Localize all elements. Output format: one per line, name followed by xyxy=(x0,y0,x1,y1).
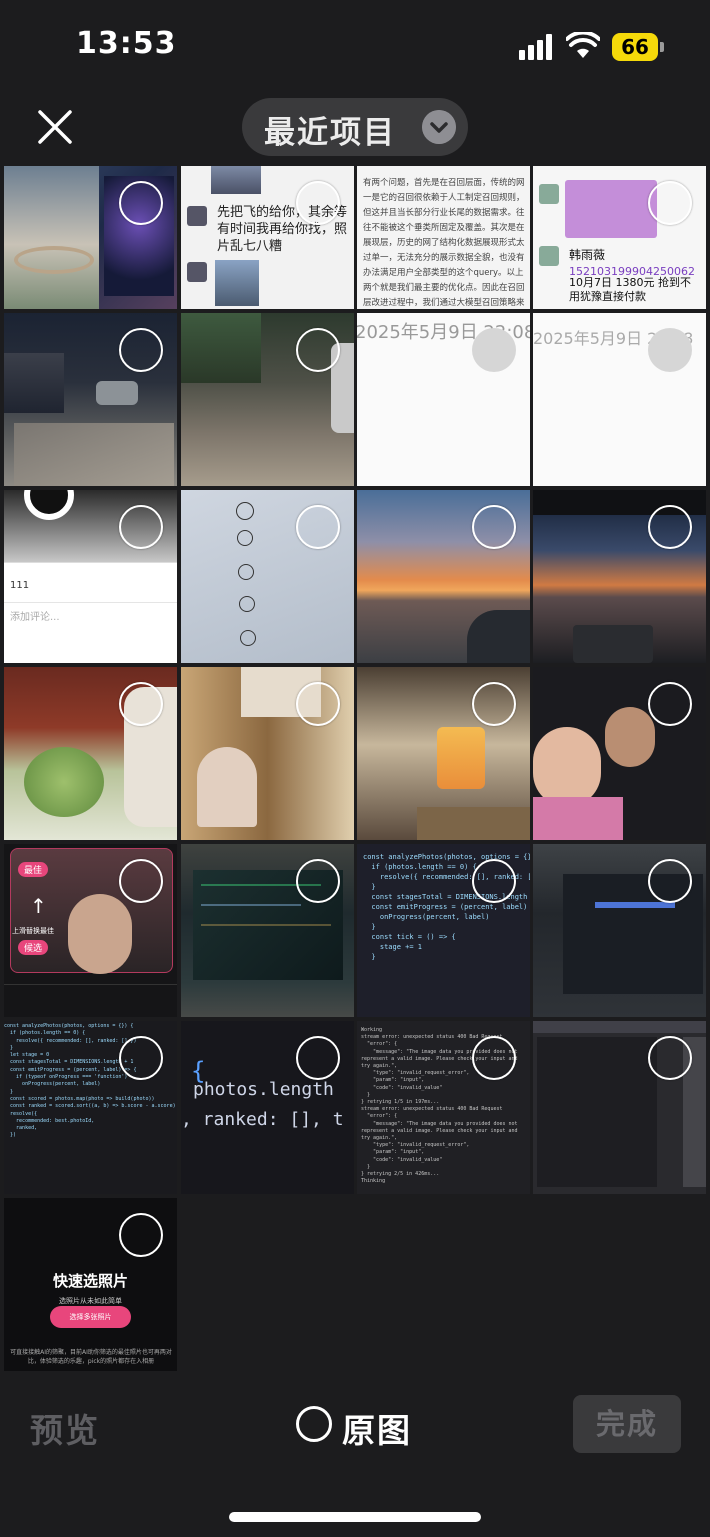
photo-tile[interactable] xyxy=(533,1021,706,1194)
original-label: 原图 xyxy=(342,1411,412,1450)
post-count: 111 xyxy=(10,580,30,591)
select-circle[interactable] xyxy=(119,1213,163,1257)
photo-tile[interactable]: 有两个问题，首先是在召回层面，传统的网一是它的召回很依赖于人工制定召回规则，但这… xyxy=(357,166,530,309)
photo-tile[interactable]: 快速选照片 选照片从未如此简单 选择多张照片 可直接接触AI的筛聚，目前AI助你… xyxy=(4,1198,177,1371)
select-circle[interactable] xyxy=(648,682,692,726)
photo-tile[interactable] xyxy=(181,667,354,840)
code-line-1: photos.length xyxy=(193,1079,334,1100)
select-circle[interactable] xyxy=(119,505,163,549)
contact-number: 152103199904250062 xyxy=(569,265,695,278)
select-circle[interactable] xyxy=(648,859,692,903)
select-circle[interactable] xyxy=(472,859,516,903)
contact-note: 10月7日 1380元 抢到不用犹豫直接付款 xyxy=(569,276,691,303)
photo-tile[interactable]: Working stream error: unexpected status … xyxy=(357,1021,530,1194)
photo-tile[interactable]: 先把飞的给你，其余等有时间我再给你找，照片乱七八糟 xyxy=(181,166,354,309)
contact-name: 韩雨薇 xyxy=(569,248,606,262)
photo-tile[interactable] xyxy=(357,490,530,663)
select-circle[interactable] xyxy=(648,505,692,549)
chevron-down-icon xyxy=(422,110,456,144)
cellular-signal-icon xyxy=(519,34,555,60)
promo-title: 快速选照片 xyxy=(52,1272,128,1290)
bottom-bar: 预览 原图 完成 xyxy=(0,1372,710,1537)
select-circle[interactable] xyxy=(119,328,163,372)
select-circle[interactable] xyxy=(472,682,516,726)
select-circle[interactable] xyxy=(472,1036,516,1080)
photo-tile[interactable]: 韩雨薇 152103199904250062 10月7日 1380元 抢到不用犹… xyxy=(533,166,706,309)
photo-tile[interactable] xyxy=(357,667,530,840)
photo-tile[interactable] xyxy=(4,313,177,486)
battery-icon: 66 xyxy=(612,33,658,61)
wifi-icon xyxy=(566,32,600,58)
photo-tile[interactable]: { photos.length , ranked: [], t xyxy=(181,1021,354,1194)
photo-tile[interactable] xyxy=(181,313,354,486)
select-circle[interactable] xyxy=(296,1036,340,1080)
status-bar: 13:53 66 xyxy=(0,0,710,96)
best-badge: 最佳 xyxy=(18,862,49,877)
photo-tile[interactable] xyxy=(533,490,706,663)
code-brace: { xyxy=(191,1057,206,1085)
select-circle[interactable] xyxy=(296,505,340,549)
photo-tile[interactable] xyxy=(4,166,177,309)
select-circle[interactable] xyxy=(119,682,163,726)
select-circle[interactable] xyxy=(119,859,163,903)
candidate-badge: 候选 xyxy=(18,940,49,955)
photo-tile[interactable]: const analyzePhotos(photos, options = {}… xyxy=(357,844,530,1017)
album-title: 最近项目 xyxy=(264,115,396,151)
code-line-2: , ranked: [], t xyxy=(181,1109,344,1130)
status-time: 13:53 xyxy=(76,26,177,61)
photo-tile[interactable]: 2025年5月9日 22:08 xyxy=(357,313,530,486)
select-circle[interactable] xyxy=(296,859,340,903)
photo-tile[interactable]: 111 添加评论... xyxy=(4,490,177,663)
done-button[interactable]: 完成 xyxy=(573,1395,681,1453)
album-selector[interactable]: 最近项目 xyxy=(242,98,468,156)
select-circle[interactable] xyxy=(119,1036,163,1080)
code-snippet: const analyzePhotos(photos, options = {}… xyxy=(4,1023,176,1139)
select-circle[interactable] xyxy=(119,181,163,225)
up-arrow-icon: ↑ xyxy=(30,894,47,918)
transcript-text: 有两个问题，首先是在召回层面，传统的网一是它的召回很依赖于人工制定召回规则，但这… xyxy=(363,178,525,308)
swipe-hint: 上滑替换最佳 xyxy=(12,927,54,935)
promo-description: 可直接接触AI的筛聚，目前AI助你筛选的最佳照片也可再两对比，体验筛选的乐趣，p… xyxy=(10,1349,172,1365)
select-circle[interactable] xyxy=(648,1036,692,1080)
photo-tile[interactable] xyxy=(533,667,706,840)
photo-tile[interactable]: 2025年5月9日 22:08 xyxy=(533,313,706,486)
promo-subtitle: 选照片从未如此简单 xyxy=(59,1297,122,1305)
select-multiple-button: 选择多张照片 xyxy=(50,1306,131,1328)
photo-tile[interactable] xyxy=(4,667,177,840)
photo-tile[interactable] xyxy=(533,844,706,1017)
photo-tile[interactable]: 最佳 ↑ 上滑替换最佳 候选 xyxy=(4,844,177,1017)
original-radio-icon xyxy=(296,1406,332,1442)
battery-tip xyxy=(660,42,664,52)
photo-grid: 先把飞的给你，其余等有时间我再给你找，照片乱七八糟 有两个问题，首先是在召回层面… xyxy=(0,166,710,1372)
select-circle[interactable] xyxy=(648,181,692,225)
select-circle[interactable] xyxy=(472,505,516,549)
photo-tile[interactable] xyxy=(181,490,354,663)
preview-button[interactable]: 预览 xyxy=(30,1411,100,1450)
home-indicator xyxy=(229,1512,481,1522)
select-circle[interactable] xyxy=(296,328,340,372)
photo-tile[interactable]: const analyzePhotos(photos, options = {}… xyxy=(4,1021,177,1194)
select-circle[interactable] xyxy=(296,181,340,225)
select-circle[interactable] xyxy=(296,682,340,726)
comment-placeholder: 添加评论... xyxy=(10,612,60,623)
header: 最近项目 xyxy=(0,96,710,162)
photo-tile[interactable] xyxy=(181,844,354,1017)
close-icon[interactable] xyxy=(30,102,80,152)
